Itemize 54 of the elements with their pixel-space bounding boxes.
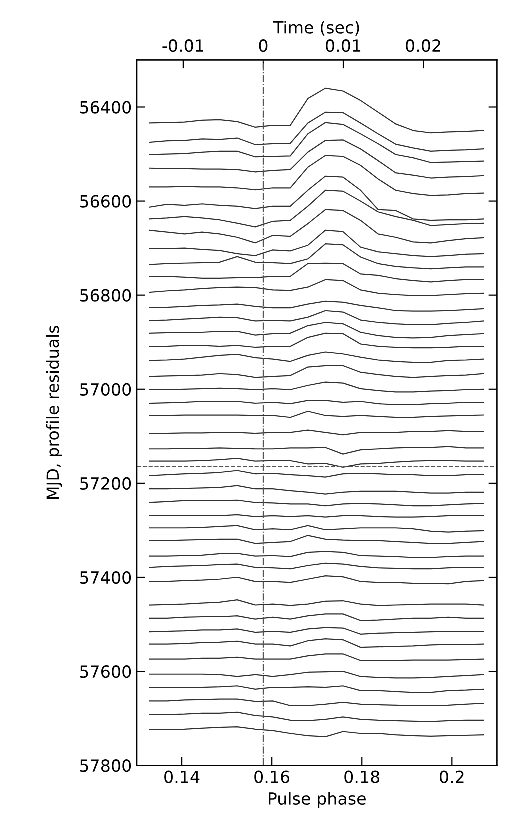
x2-tick-label: 0 (259, 40, 268, 52)
line-series (149, 576, 484, 585)
line-series (149, 209, 484, 244)
x2-tick-label: -0.01 (162, 40, 204, 52)
x2-tick-label: 0.01 (326, 40, 361, 52)
line-series (149, 262, 484, 283)
line-series (149, 88, 484, 134)
line-series (149, 638, 484, 648)
line-series (149, 382, 484, 393)
y-tick-label: 57200 (80, 477, 132, 490)
y-axis-title: MJD, profile residuals (46, 326, 62, 499)
x-tick-label: 0.14 (164, 770, 200, 784)
line-series (149, 485, 484, 495)
line-series (149, 112, 484, 152)
line-series (149, 446, 484, 455)
line-series (149, 300, 484, 312)
line-series (149, 332, 484, 349)
line-series (149, 310, 484, 326)
x-tick-label: 0.2 (440, 770, 464, 784)
line-series (149, 322, 484, 339)
y-tick-label: 56600 (80, 195, 132, 208)
line-series (149, 698, 484, 706)
line-series (149, 726, 484, 738)
line-series (149, 410, 484, 418)
line-series (149, 686, 484, 694)
line-series (149, 352, 484, 364)
line-series (149, 470, 484, 478)
line-series (149, 525, 484, 533)
line-series (149, 551, 484, 558)
line-series (149, 279, 484, 296)
line-series (149, 155, 484, 196)
y-tick-label: 57000 (80, 383, 132, 396)
line-series (149, 627, 484, 635)
line-series (149, 712, 484, 722)
line-series (149, 140, 484, 179)
line-series (149, 458, 484, 468)
x-tick-label: 0.18 (344, 770, 380, 784)
line-series (149, 230, 484, 258)
line-series (149, 654, 484, 662)
line-series (149, 244, 484, 270)
x2-axis-title: Time (sec) (273, 21, 360, 36)
line-series (149, 122, 484, 164)
x2-tick-label: 0.02 (406, 40, 440, 52)
x-axis-title: Pulse phase (268, 792, 366, 808)
line-series (149, 535, 484, 544)
x-tick-label: 0.16 (254, 770, 290, 784)
line-series (149, 614, 484, 622)
y-tick-label: 57800 (80, 760, 132, 772)
y-tick-label: 56400 (80, 101, 132, 114)
line-series (149, 365, 484, 378)
y-tick-label: 57400 (80, 571, 132, 584)
y-tick-label: 56800 (80, 289, 132, 302)
line-series (149, 670, 484, 679)
y-tick-label: 57600 (80, 666, 132, 678)
